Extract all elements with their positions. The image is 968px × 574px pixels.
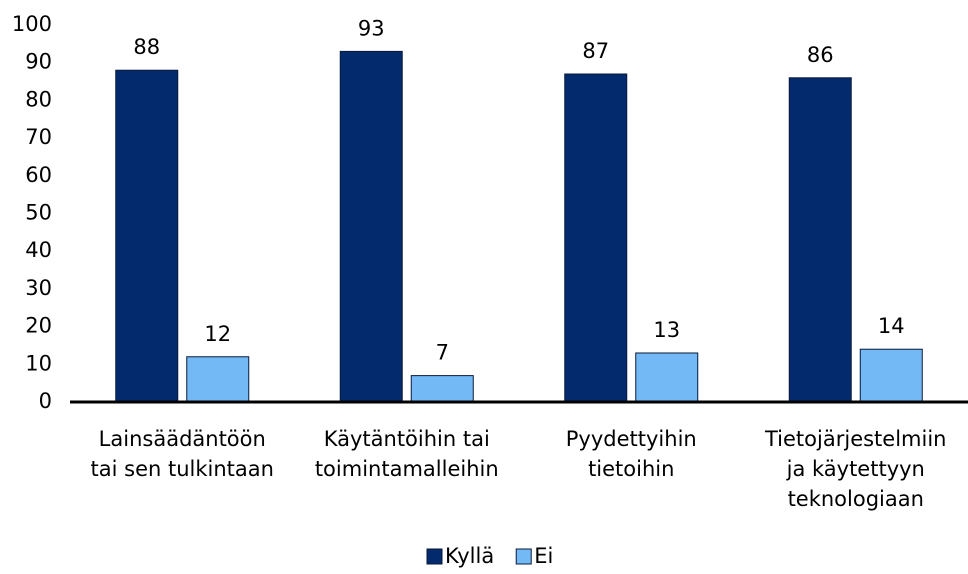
x-tick-label: Pyydettyihin tietoihin <box>566 427 697 481</box>
y-tick-label: 70 <box>25 125 52 149</box>
y-tick-label: 90 <box>25 50 52 74</box>
value-label: 87 <box>582 39 609 63</box>
value-label: 13 <box>653 318 680 342</box>
bar <box>635 352 699 403</box>
value-label: 12 <box>204 322 231 346</box>
y-tick-label: 80 <box>25 87 52 111</box>
bar <box>788 77 852 403</box>
legend-label: Ei <box>534 544 553 568</box>
bar <box>115 69 179 403</box>
y-tick-label: 100 <box>12 12 52 36</box>
value-label: 88 <box>133 35 160 59</box>
y-tick-label: 60 <box>25 163 52 187</box>
x-tick-label: Käytäntöihin tai toimintamalleihin <box>315 427 499 481</box>
x-tick-label: Lainsäädäntöön tai sen tulkintaan <box>91 427 274 481</box>
y-tick-label: 50 <box>25 201 52 225</box>
y-tick-label: 0 <box>39 389 52 413</box>
value-label: 93 <box>358 16 385 40</box>
value-label: 7 <box>436 341 449 365</box>
bar <box>339 50 403 403</box>
bar <box>859 348 923 403</box>
bar <box>186 356 250 403</box>
legend-swatch <box>515 548 532 565</box>
bar <box>564 73 628 403</box>
y-tick-label: 20 <box>25 314 52 338</box>
x-tick-label: Tietojärjestelmiin ja käytettyyn teknologi… <box>764 427 946 511</box>
legend-label: Kyllä <box>445 544 494 568</box>
bar <box>410 375 474 403</box>
y-tick-label: 10 <box>25 351 52 375</box>
value-label: 14 <box>878 314 905 338</box>
legend-swatch <box>426 548 443 565</box>
y-tick-label: 30 <box>25 276 52 300</box>
y-tick-label: 40 <box>25 238 52 262</box>
value-label: 86 <box>807 43 834 67</box>
